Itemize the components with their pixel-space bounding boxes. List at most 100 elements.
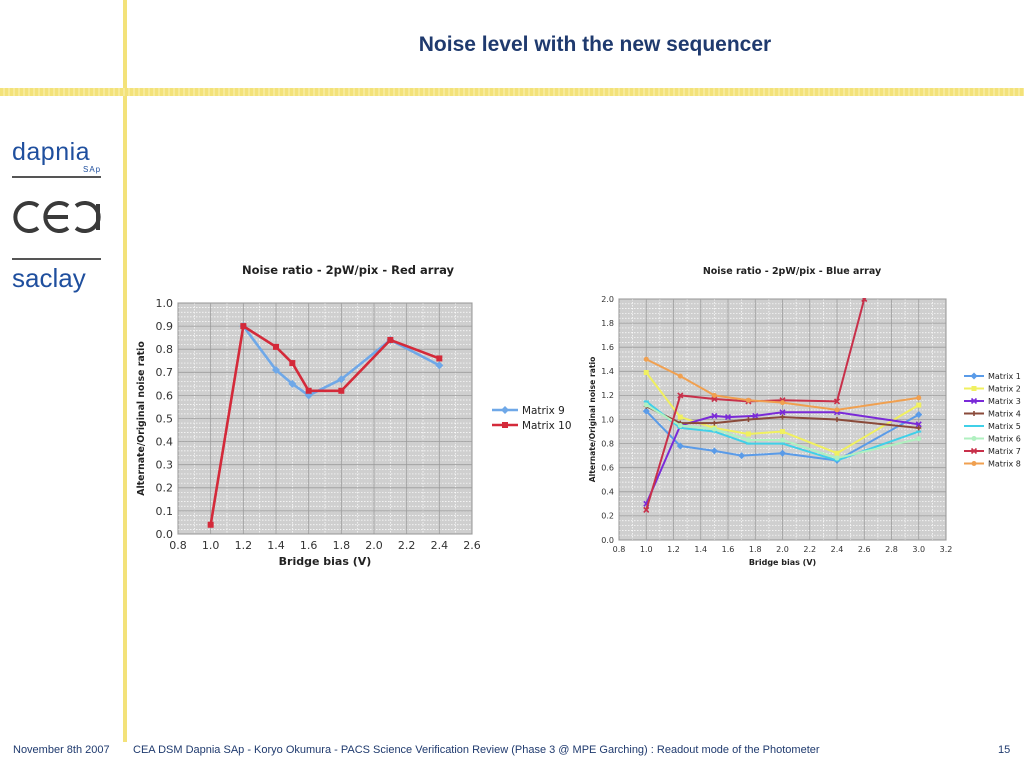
- y-axis-label: Alternate/Original noise ratio: [136, 341, 147, 496]
- data-point: [711, 426, 717, 432]
- y-tick-label: 0.4: [156, 435, 174, 448]
- y-tick-label: 0.3: [156, 459, 174, 472]
- y-tick-label: 0.7: [156, 366, 174, 379]
- data-point: [305, 387, 312, 394]
- y-tick-label: 1.0: [601, 415, 614, 424]
- data-point: [916, 436, 922, 442]
- y-tick-label: 0.0: [156, 528, 174, 541]
- y-axis-label: Alternate/Original noise ratio: [588, 357, 597, 483]
- data-point: [971, 386, 977, 391]
- data-point: [643, 402, 649, 408]
- legend-entry: Matrix 3: [964, 397, 1021, 406]
- data-point: [779, 409, 786, 416]
- legend-entry: Matrix 6: [964, 434, 1021, 443]
- legend-entry: Matrix 8: [964, 459, 1021, 468]
- x-tick-label: 2.2: [398, 539, 416, 552]
- x-tick-label: 2.0: [776, 545, 789, 554]
- x-tick-label: 0.8: [169, 539, 187, 552]
- legend-label: Matrix 4: [988, 409, 1021, 418]
- legend-entry: Matrix 9: [492, 405, 565, 417]
- legend-label: Matrix 8: [988, 459, 1021, 468]
- data-point: [834, 417, 840, 422]
- sap-logo-text: SAp: [83, 165, 102, 174]
- data-point: [711, 412, 718, 419]
- data-point: [642, 407, 650, 415]
- x-tick-label: 1.0: [640, 545, 653, 554]
- x-tick-label: 1.0: [202, 539, 220, 552]
- x-tick-label: 1.2: [235, 539, 253, 552]
- y-tick-label: 0.8: [601, 439, 614, 448]
- y-tick-label: 1.8: [601, 319, 614, 328]
- data-point: [779, 449, 786, 457]
- footer-date: November 8th 2007: [13, 744, 110, 756]
- x-tick-label: 3.2: [940, 545, 953, 554]
- x-tick-label: 2.4: [431, 539, 449, 552]
- y-tick-label: 0.6: [601, 464, 614, 473]
- x-tick-label: 1.2: [667, 545, 680, 554]
- data-point: [752, 412, 759, 419]
- data-point: [240, 323, 247, 330]
- legend-entry: Matrix 10: [492, 420, 571, 432]
- data-point: [711, 420, 717, 426]
- series-matrix-2: [643, 370, 922, 456]
- x-tick-label: 1.8: [749, 545, 762, 554]
- data-point: [916, 402, 922, 408]
- data-point: [643, 370, 649, 376]
- data-point: [915, 411, 923, 419]
- y-tick-label: 0.5: [156, 412, 174, 425]
- data-point: [436, 355, 443, 362]
- data-point: [502, 422, 508, 428]
- data-point: [834, 455, 840, 461]
- data-point: [834, 407, 840, 413]
- data-point: [207, 521, 214, 528]
- y-tick-label: 1.4: [601, 367, 614, 376]
- data-point: [273, 343, 279, 350]
- y-tick-label: 1.2: [601, 391, 614, 400]
- slide-title: Noise level with the new sequencer: [418, 33, 772, 56]
- blue-array-chart: Noise ratio - 2pW/pix - Blue array 0.0 0.2…: [588, 266, 1021, 567]
- legend-entry: Matrix 4: [964, 409, 1021, 418]
- data-point: [643, 356, 649, 362]
- data-point: [738, 452, 746, 460]
- footer-text: CEA DSM Dapnia SAp - Koryo Okumura - PAC…: [133, 744, 820, 756]
- series-matrix-6: [643, 402, 922, 461]
- data-point: [970, 372, 978, 380]
- y-tick-label: 0.2: [156, 482, 174, 495]
- data-point: [745, 417, 751, 422]
- data-point: [745, 397, 751, 403]
- chart-title: Noise ratio - 2pW/pix - Red array: [242, 263, 455, 277]
- data-point: [272, 365, 280, 374]
- legend-label: Matrix 2: [988, 384, 1021, 393]
- y-tick-label: 0.2: [601, 512, 614, 521]
- data-point: [643, 506, 650, 513]
- y-tick-label: 0.9: [156, 320, 174, 333]
- data-point: [289, 360, 296, 367]
- legend-label: Matrix 10: [522, 420, 571, 432]
- legend-entry: Matrix 1: [964, 372, 1021, 381]
- data-point: [711, 395, 718, 403]
- y-tick-label: 1.6: [601, 343, 614, 352]
- x-tick-label: 3.0: [912, 545, 925, 554]
- x-tick-label: 2.8: [885, 545, 898, 554]
- y-tick-label: 0.1: [156, 505, 174, 518]
- data-point: [677, 373, 683, 379]
- x-tick-label: 1.6: [300, 539, 318, 552]
- data-point: [745, 431, 751, 437]
- legend-entry: Matrix 2: [964, 384, 1021, 393]
- chart-title: Noise ratio - 2pW/pix - Blue array: [703, 266, 882, 277]
- data-point: [676, 442, 684, 450]
- data-point: [971, 436, 977, 441]
- series-line: [209, 324, 440, 525]
- data-point: [337, 375, 346, 384]
- vertical-accent-line: [123, 0, 127, 742]
- data-point: [970, 397, 978, 405]
- legend-label: Matrix 1: [988, 372, 1021, 381]
- y-tick-label: 0.0: [601, 536, 614, 545]
- data-point: [387, 336, 394, 343]
- legend-label: Matrix 9: [522, 405, 565, 417]
- y-tick-label: 0.6: [156, 389, 174, 402]
- y-tick-label: 0.4: [601, 488, 614, 497]
- x-tick-label: 2.6: [858, 545, 871, 554]
- x-tick-label: 1.6: [722, 545, 735, 554]
- legend-label: Matrix 3: [988, 397, 1021, 406]
